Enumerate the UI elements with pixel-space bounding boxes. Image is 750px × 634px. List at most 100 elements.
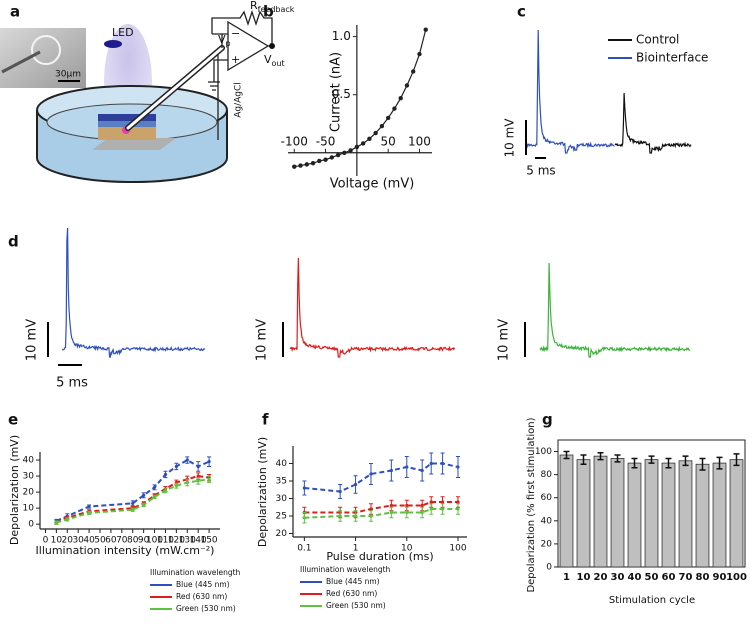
led-label: LED: [112, 26, 134, 39]
y-tick-label: 80: [541, 470, 553, 480]
y-tick-label: 40: [23, 456, 35, 466]
legend-label: Biointerface: [636, 51, 708, 65]
x-tick-label: 30: [611, 572, 625, 583]
electrode-label: Ag/AgCl: [234, 82, 244, 118]
legend-label: Red (630 nm): [326, 589, 377, 598]
x-tick-label: 80: [127, 536, 139, 546]
point: [404, 83, 410, 88]
point: [338, 489, 342, 494]
scale-label: 10 mV: [255, 319, 270, 361]
x-tick-label: 70: [116, 536, 128, 546]
point: [342, 150, 347, 155]
error-bar: [563, 450, 570, 460]
x-tick-label: 40: [83, 536, 95, 546]
point: [405, 503, 409, 508]
bar: [593, 455, 608, 568]
point: [456, 507, 460, 511]
x-tick-label: 1: [563, 572, 570, 583]
led: [104, 40, 122, 48]
point: [405, 510, 409, 515]
subscript: feedback: [258, 5, 295, 14]
legend-title: Illumination wavelength: [150, 568, 241, 577]
y-tick-label: 0.5: [332, 87, 351, 101]
point: [302, 486, 306, 490]
x-tick-label: 140: [190, 536, 207, 546]
y-axis-label: Current (nA): [329, 52, 344, 132]
point: [196, 479, 200, 483]
legend-label: Blue (445 nm): [176, 580, 230, 589]
point: [196, 464, 200, 469]
subscript: p: [226, 39, 231, 48]
scale-label: 30μm: [55, 70, 81, 80]
trace: [614, 92, 692, 154]
x-tick-label: 20: [62, 536, 74, 546]
point: [302, 516, 306, 520]
op-amp: [227, 20, 270, 72]
x-axis-label: Voltage (mV): [330, 177, 415, 192]
error-bar: [733, 453, 740, 467]
point: [298, 163, 303, 168]
point: [163, 472, 168, 477]
y-tick-label: 100: [535, 447, 552, 457]
point: [310, 161, 316, 166]
y-tick-label: 10: [23, 504, 35, 514]
x-tick-label: 40: [628, 572, 642, 583]
x-tick-label: 60: [105, 536, 117, 546]
x-axis-label: Stimulation cycle: [609, 595, 695, 606]
vout-label: Vout: [264, 53, 285, 68]
point: [142, 493, 146, 497]
series-line: [304, 501, 458, 514]
point: [367, 136, 372, 142]
point: [389, 510, 393, 515]
x-tick-label: 90: [713, 572, 727, 583]
point: [411, 69, 416, 74]
y-tick-label: 1.0: [332, 29, 351, 43]
vp-label: Vp: [218, 33, 231, 48]
point: [389, 468, 393, 473]
x-tick-label: -100: [281, 134, 308, 148]
legend-label: Blue (445 nm): [326, 577, 380, 586]
point: [429, 500, 433, 504]
point: [348, 148, 353, 153]
y-axis-label: Depolarization (mV): [8, 435, 21, 545]
trace: [526, 29, 615, 154]
trace: [539, 262, 691, 358]
point: [152, 485, 157, 489]
point: [292, 164, 297, 169]
bar: [661, 462, 676, 568]
x-tick-label: -50: [316, 134, 336, 148]
point: [423, 27, 428, 32]
point: [440, 507, 445, 511]
point: [456, 465, 460, 469]
point: [429, 461, 433, 466]
point: [373, 130, 378, 136]
node: [269, 43, 275, 49]
point: [174, 464, 178, 469]
circuit: [208, 9, 273, 91]
x-tick-label: 90: [138, 536, 150, 546]
point: [131, 508, 135, 512]
point: [54, 520, 58, 525]
x-tick-label: 50: [381, 134, 396, 148]
point: [389, 503, 393, 508]
point: [329, 155, 335, 160]
trace: [289, 257, 456, 358]
x-tick-label: 10: [401, 544, 413, 554]
x-tick-label: 0: [43, 536, 49, 546]
y-tick-label: 0: [546, 563, 552, 573]
inset-pipette: [1, 50, 41, 74]
panel-label: c: [517, 3, 526, 21]
x-tick-label: 110: [157, 536, 174, 546]
point: [398, 95, 403, 101]
point: [354, 144, 360, 150]
point: [369, 514, 373, 518]
point: [440, 461, 445, 466]
x-tick-label: 10: [577, 572, 591, 583]
point: [174, 484, 178, 488]
panel-label: b: [263, 3, 274, 21]
bar: [712, 462, 727, 568]
bar: [559, 454, 574, 568]
point: [360, 141, 366, 146]
x-tick-label: 100: [408, 134, 431, 148]
x-axis-label: Pulse duration (ms): [326, 550, 433, 563]
